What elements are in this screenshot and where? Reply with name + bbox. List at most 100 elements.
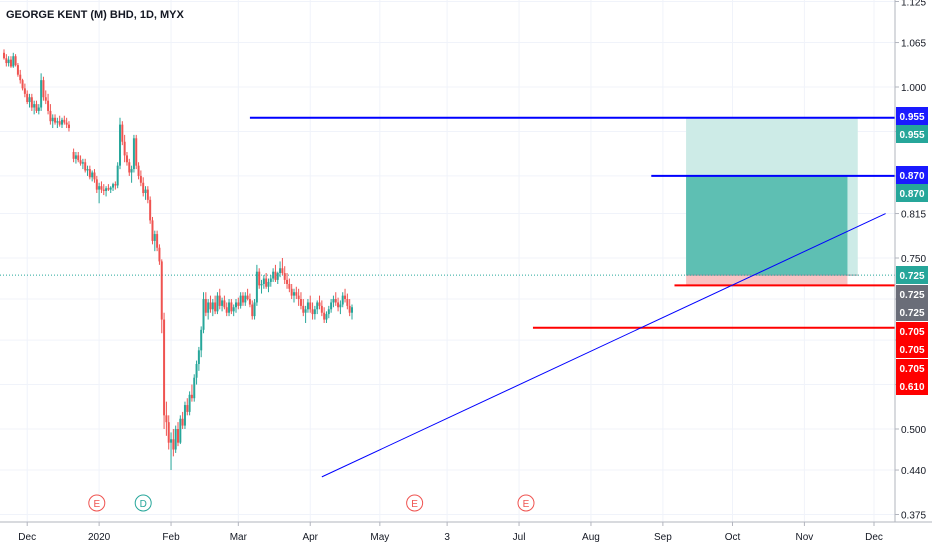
candle-body (262, 278, 265, 284)
x-tick-label: Aug (582, 532, 600, 543)
candle-body (188, 394, 191, 412)
candle-body (58, 121, 61, 125)
trendline[interactable] (321, 213, 886, 478)
candle-body (260, 283, 263, 286)
candle-body (116, 165, 119, 186)
earnings-event-icon[interactable] (517, 494, 535, 512)
candle-body (109, 187, 112, 190)
chart-title: GEORGE KENT (M) BHD, 1D, MYX (6, 9, 184, 21)
candle-body (267, 281, 270, 287)
price-tag-label: 0.610 (899, 382, 924, 393)
candle-body (153, 234, 156, 241)
candle-body (235, 302, 237, 308)
candle-body (86, 169, 89, 171)
candle-body (105, 188, 108, 191)
candle-body (5, 58, 8, 64)
candle-body (218, 295, 221, 306)
candle-body (156, 234, 159, 248)
earnings-event-icon[interactable] (88, 494, 106, 512)
candle-body (100, 186, 103, 190)
candle-body (327, 309, 330, 315)
candle-body (132, 138, 135, 170)
price-tag-gray (896, 303, 928, 321)
candle-body (14, 56, 17, 66)
candle-body (332, 299, 335, 303)
earnings-event-icon[interactable] (406, 494, 424, 512)
candle-body (211, 302, 214, 310)
event-letter: E (523, 499, 530, 510)
candle-body (216, 295, 219, 312)
candle-body (7, 59, 10, 64)
candle-body (309, 302, 312, 310)
candle-body (35, 104, 38, 111)
x-tick-label: Jul (513, 532, 526, 543)
candle-body (348, 305, 351, 313)
grid (0, 0, 895, 522)
candle-body (330, 302, 333, 310)
candle-body (239, 295, 242, 306)
y-tick-label: 1.125 (901, 0, 926, 9)
dividend-event-icon[interactable] (134, 494, 152, 512)
candle-body (16, 65, 19, 75)
candle-body (174, 429, 177, 450)
candle-body (320, 305, 323, 313)
candles (3, 49, 353, 471)
profit-zone-inner (686, 175, 848, 276)
candle-body (125, 155, 128, 163)
candle-body (286, 279, 289, 284)
price-tag-blue (896, 107, 928, 125)
candle-body (325, 314, 328, 320)
price-tag-red (896, 322, 928, 340)
candle-body (241, 295, 244, 303)
candle-body (160, 261, 163, 320)
loss-zone (686, 275, 848, 286)
price-tag-blue (896, 166, 928, 184)
candle-body (123, 141, 126, 156)
time-axis[interactable]: Dec 2020 Feb Mar Apr May 3 Jul Aug Sep Oct Nov Dec (18, 522, 883, 543)
candle-body (339, 304, 342, 308)
x-tick-label: Apr (302, 532, 318, 543)
candle-body (248, 299, 251, 305)
candle-body (341, 295, 344, 305)
candle-body (65, 122, 68, 125)
candle-body (304, 309, 307, 313)
candle-body (177, 429, 179, 443)
candle-body (323, 312, 326, 320)
candle-body (158, 247, 161, 262)
y-tick-label: 0.815 (901, 210, 926, 221)
candle-body (344, 295, 347, 300)
candle-body (337, 302, 340, 308)
candle-body (246, 295, 249, 300)
candle-body (12, 56, 15, 67)
price-tag-label: 0.705 (899, 364, 924, 375)
candle-body (214, 302, 217, 312)
price-tag-red (896, 340, 928, 358)
candle-body (54, 117, 57, 123)
candle-body (244, 295, 247, 303)
candle-body (30, 97, 33, 108)
candle-body (223, 300, 226, 308)
candle-body (51, 117, 54, 122)
candle-body (93, 172, 96, 180)
price-tag-teal (896, 125, 928, 143)
price-tag-red (896, 377, 928, 395)
candle-body (195, 364, 198, 378)
candle-body (144, 189, 147, 194)
drawn-lines[interactable] (249, 116, 895, 478)
long-position-tool[interactable] (0, 117, 895, 286)
candle-body (279, 268, 282, 274)
candle-body (306, 302, 309, 310)
candle-body (88, 169, 91, 178)
price-tag-label: 0.955 (899, 130, 924, 141)
candle-body (130, 169, 133, 173)
candle-body (225, 307, 228, 313)
candle-body (232, 307, 235, 312)
candle-body (77, 155, 80, 161)
candle-body (3, 52, 5, 59)
candle-body (119, 124, 121, 166)
candle-body (23, 88, 26, 94)
candle-body (170, 439, 173, 443)
candle-body (258, 271, 261, 286)
